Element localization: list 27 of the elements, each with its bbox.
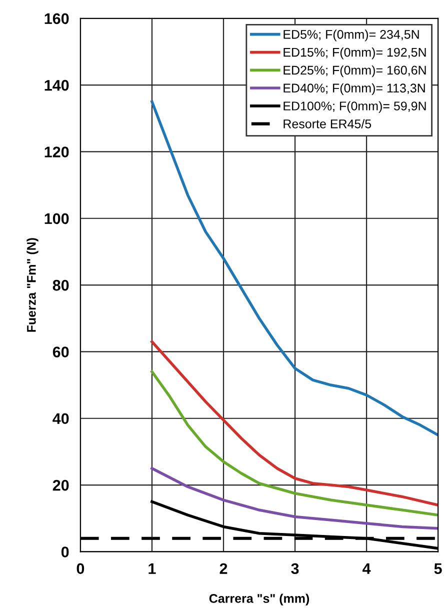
x-tick-label: 1 [148, 563, 156, 574]
x-tick-label: 5 [434, 563, 442, 574]
y-tick-label: 140 [44, 80, 69, 91]
y-tick-label: 0 [61, 546, 69, 558]
legend-label: ED100%; F(0mm)= 59,9N [284, 101, 426, 113]
legend-label: ED5%; F(0mm)= 234,5N [284, 30, 419, 42]
legend-label: ED40%; F(0mm)= 113,3N [284, 83, 425, 95]
y-tick-label: 160 [44, 13, 69, 24]
y-tick-label: 80 [52, 280, 69, 291]
line-series [150, 340, 438, 506]
y-tick-label: 100 [44, 213, 69, 224]
legend-label: Resorte ER45/5 [284, 119, 372, 128]
y-tick-label: 120 [44, 146, 69, 158]
y-tick-label: 20 [52, 480, 69, 491]
y-tick-label: 40 [52, 413, 69, 424]
y-tick-label: 60 [52, 346, 69, 358]
legend-label: ED25%; F(0mm)= 160,6N [284, 65, 426, 78]
x-tick-label: 0 [76, 563, 84, 574]
x-tick-label: 4 [362, 563, 371, 574]
x-axis-title: Carrera "s" (mm) [209, 594, 310, 606]
x-tick-label: 3 [291, 563, 299, 574]
legend-label: ED15%; F(0mm)= 192,5N [284, 48, 426, 60]
y-axis-title: Fuerza "Fm" (N) [26, 238, 38, 332]
x-tick-label: 2 [220, 563, 228, 574]
line-series [150, 466, 438, 530]
line-series [150, 100, 438, 436]
line-series [150, 370, 438, 516]
